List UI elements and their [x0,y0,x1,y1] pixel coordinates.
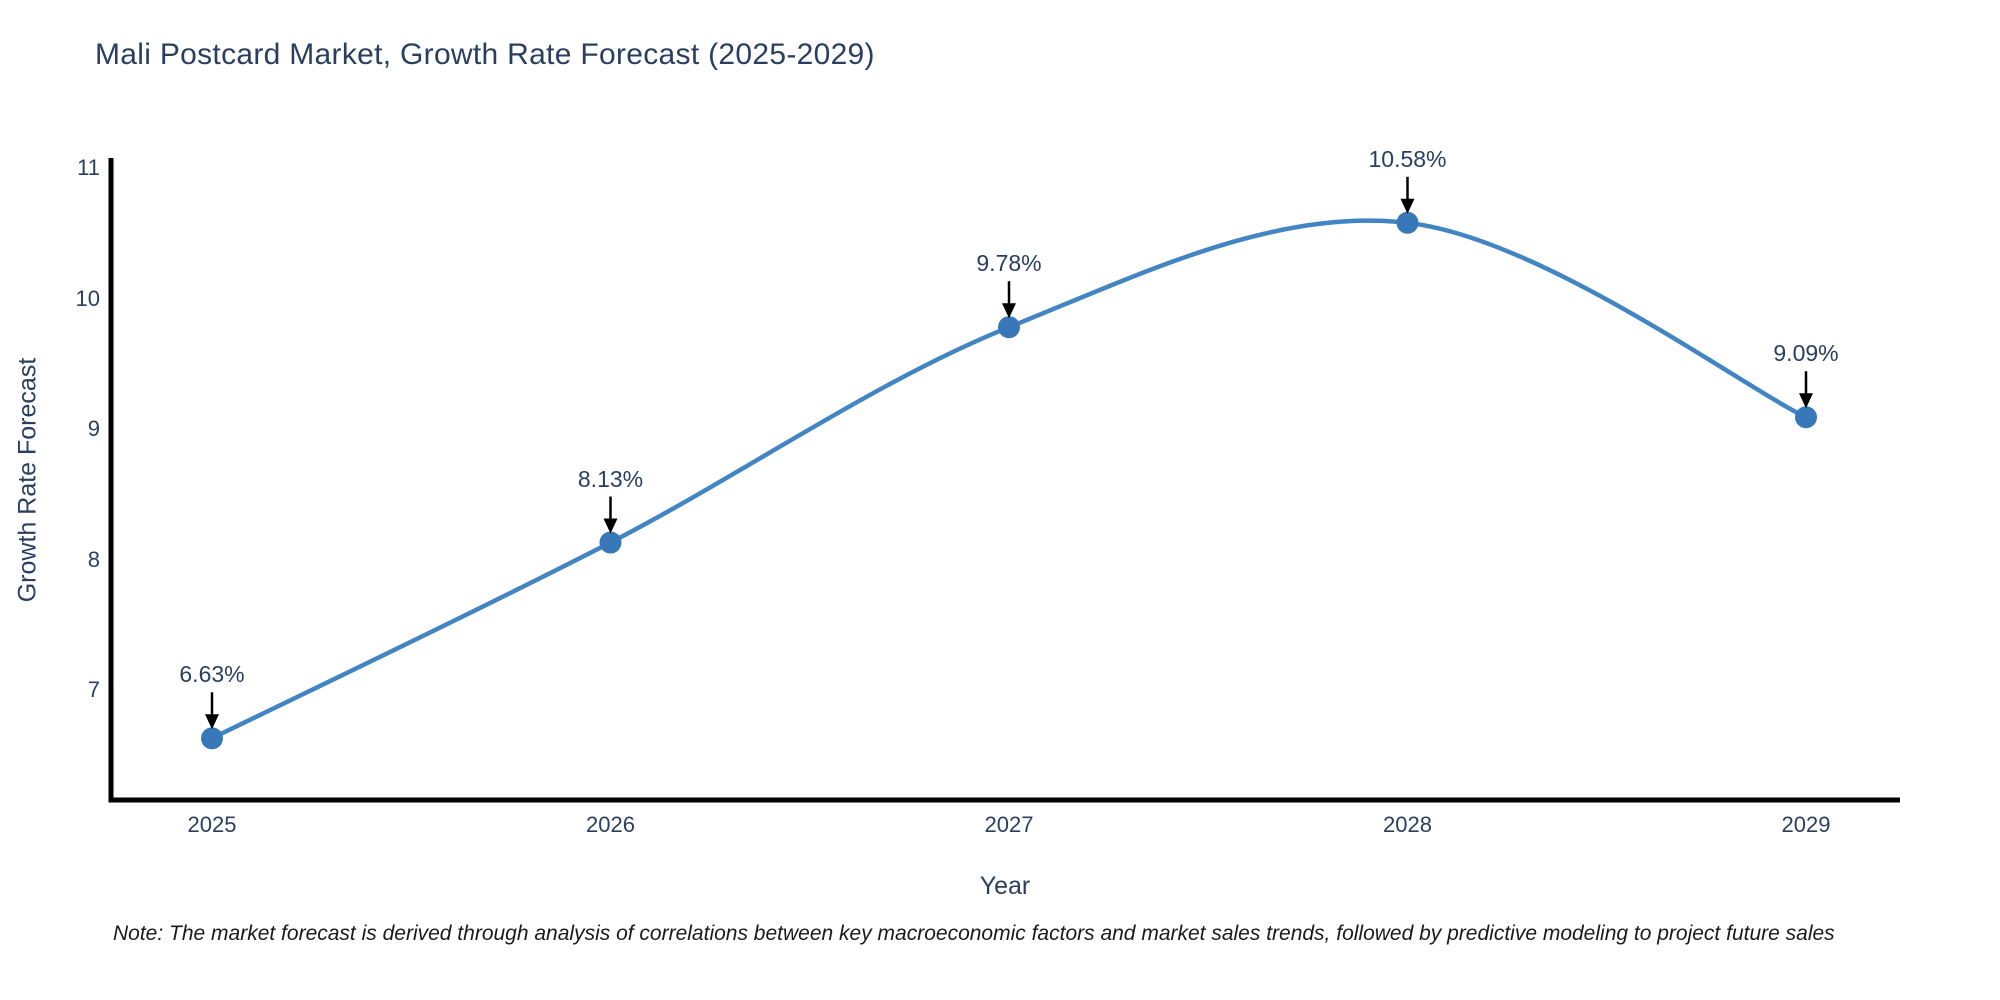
y-tick-label: 7 [87,677,100,702]
annotation-arrowhead [1002,303,1016,319]
y-tick-label: 9 [87,416,100,441]
data-point-marker [201,727,223,750]
point-label: 6.63% [179,661,245,688]
x-tick-label: 2028 [1383,812,1432,837]
x-tick-label: 2025 [187,812,237,837]
data-point-marker [1396,211,1419,234]
x-tick-label: 2026 [586,812,635,837]
annotation-arrowhead [1799,393,1813,409]
point-label: 8.13% [577,465,644,492]
y-tick-label: 10 [75,285,100,311]
data-point-marker [998,316,1020,339]
chart-title: Mali Postcard Market, Growth Rate Foreca… [95,38,875,71]
x-axis-title: Year [979,872,1031,900]
data-point-marker [1795,406,1817,429]
x-tick-label: 2029 [1781,812,1831,837]
annotation-arrowhead [603,518,618,534]
footnote: Note: The market forecast is derived thr… [113,922,1835,945]
x-tick-label: 2027 [984,812,1034,837]
point-label: 9.09% [1773,340,1839,367]
point-label: 9.78% [976,250,1042,277]
annotation-arrowhead [205,714,219,730]
y-tick-label: 11 [77,155,100,180]
annotation-arrowhead [1400,198,1415,214]
y-tick-label: 8 [87,546,100,572]
point-label: 10.58% [1368,145,1447,172]
data-point-marker [599,531,622,554]
